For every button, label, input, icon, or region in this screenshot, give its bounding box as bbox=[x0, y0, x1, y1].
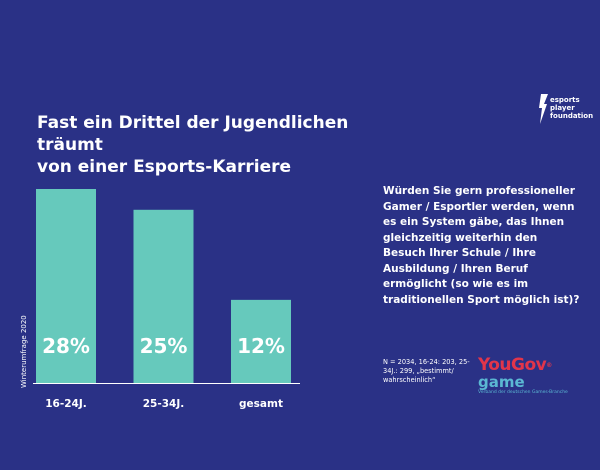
yougov-game-logo: YouGov® game Verband der deutschen Games… bbox=[478, 356, 573, 402]
yougov-subtitle: Verband der deutschen Games-Branche bbox=[478, 390, 568, 395]
category-label: gesamt bbox=[239, 398, 283, 410]
category-label: 25-34J. bbox=[143, 398, 184, 410]
survey-question: Würden Sie gern professioneller Gamer / … bbox=[383, 185, 580, 306]
logo-line-3: foundation bbox=[550, 112, 594, 120]
bar-gesamt bbox=[231, 299, 291, 383]
sample-note: N = 2034, 16-24: 203, 25-34J.: 299, „bes… bbox=[383, 358, 470, 384]
category-label: 16-24J. bbox=[45, 398, 86, 410]
yougov-gov: Gov bbox=[511, 355, 547, 375]
title-line-1: Fast ein Drittel der Jugendlichen träumt bbox=[37, 113, 349, 155]
logo-line-2: player bbox=[550, 104, 575, 112]
logo-line-1: esports bbox=[550, 96, 580, 104]
chart-title: Fast ein Drittel der Jugendlichen träumt… bbox=[37, 112, 417, 178]
yougov-you: You bbox=[478, 355, 512, 375]
yougov-game: game bbox=[478, 373, 525, 391]
title-line-2: von einer Esports-Karriere bbox=[37, 157, 292, 177]
bar-25-34J. bbox=[133, 209, 194, 383]
yougov-registered: ® bbox=[546, 362, 552, 369]
bar-value-label: 12% bbox=[237, 334, 285, 358]
lightning-icon bbox=[539, 94, 548, 124]
yougov-wordmark: YouGov® bbox=[478, 356, 573, 375]
logo-text: esports player foundation bbox=[550, 96, 593, 120]
esports-player-foundation-logo: esports player foundation bbox=[538, 94, 596, 128]
source-label: Winterumfrage 2020 bbox=[20, 315, 28, 388]
bar-16-24J. bbox=[36, 189, 96, 383]
bar-value-label: 28% bbox=[42, 334, 90, 358]
bar-value-label: 25% bbox=[140, 334, 188, 358]
